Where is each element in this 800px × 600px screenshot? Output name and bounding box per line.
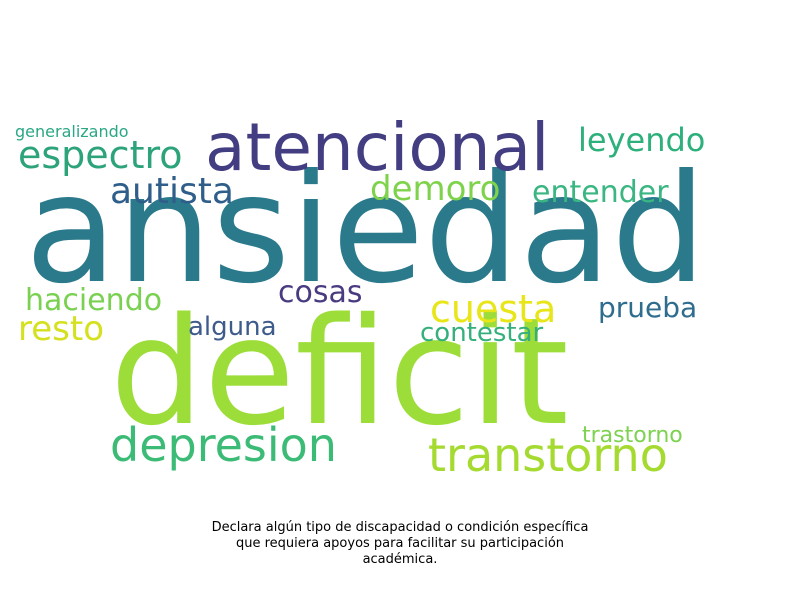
figure-caption: Declara algún tipo de discapacidad o con… — [150, 520, 650, 568]
word-cuesta: cuesta — [430, 287, 557, 331]
word-deficit: deficit — [110, 286, 569, 458]
word-atencional: atencional — [205, 109, 550, 186]
word-leyendo: leyendo — [578, 121, 706, 159]
word-ansiedad: ansiedad — [25, 143, 707, 317]
word-generalizando: generalizando — [15, 122, 129, 141]
word-entender: entender — [532, 175, 669, 210]
word-alguna: alguna — [188, 312, 277, 342]
word-depresion: depresion — [110, 418, 337, 472]
word-transtorno: transtorno — [428, 428, 668, 482]
caption-line-2: que requiera apoyos para facilitar su pa… — [235, 536, 565, 551]
word-prueba: prueba — [598, 291, 698, 324]
word-demoro: demoro — [370, 169, 501, 209]
word-autista: autista — [110, 171, 234, 212]
word-contestar: contestar — [420, 318, 544, 348]
word-haciendo: haciendo — [25, 283, 163, 318]
word-resto: resto — [18, 309, 104, 349]
word-cosas: cosas — [278, 275, 363, 310]
caption-line-1: Declara algún tipo de discapacidad o con… — [211, 520, 589, 535]
word-trastorno: trastorno — [582, 423, 683, 448]
caption-line-3: académica. — [362, 552, 438, 567]
word-espectro: espectro — [18, 133, 183, 177]
